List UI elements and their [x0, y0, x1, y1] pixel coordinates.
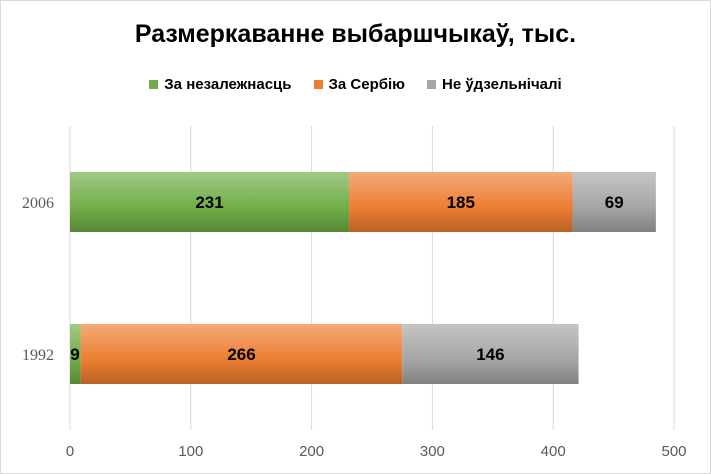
- bar-1992-series-1: [80, 324, 403, 384]
- x-tick-label: 500: [661, 443, 686, 460]
- data-label-2006-series-2: 69: [605, 193, 624, 212]
- x-tick-label: 300: [420, 443, 445, 460]
- bar-1992-series-0: [70, 324, 81, 384]
- data-label-1992-series-2: 146: [476, 345, 504, 364]
- x-tick-label: 0: [66, 443, 74, 460]
- data-label-1992-series-1: 266: [227, 345, 255, 364]
- bar-2006-series-2: [572, 172, 656, 232]
- x-tick-label: 200: [299, 443, 324, 460]
- legend-label-1: За Сербію: [328, 76, 406, 93]
- data-label-2006-series-1: 185: [447, 193, 475, 212]
- legend-label-2: Не ўдзельнічалі: [442, 76, 562, 93]
- data-label-1992-series-0: 9: [70, 345, 79, 364]
- bar-1992-series-2: [402, 324, 579, 384]
- x-tick-label: 400: [541, 443, 566, 460]
- legend-item-1: За Сербію: [313, 76, 406, 93]
- legend-swatch-1: [313, 80, 323, 89]
- category-label-2006: 2006: [22, 195, 54, 212]
- data-label-2006-series-0: 231: [195, 193, 223, 212]
- legend-swatch-0: [149, 80, 159, 89]
- legend-item-2: Не ўдзельнічалі: [427, 76, 562, 93]
- legend-swatch-2: [427, 80, 436, 89]
- legend-label-0: За незалежнасць: [164, 76, 292, 93]
- legend-item-0: За незалежнасць: [149, 76, 292, 93]
- bar-2006-series-0: [70, 172, 350, 232]
- bar-2006-series-1: [349, 172, 573, 232]
- category-label-1992: 1992: [22, 347, 54, 364]
- chart-title: Размеркаванне выбаршчыкаў, тыс.: [134, 20, 577, 48]
- chart-legend: За незалежнасць За Сербію Не ўдзельнічал…: [0, 76, 711, 93]
- x-tick-label: 100: [178, 443, 203, 460]
